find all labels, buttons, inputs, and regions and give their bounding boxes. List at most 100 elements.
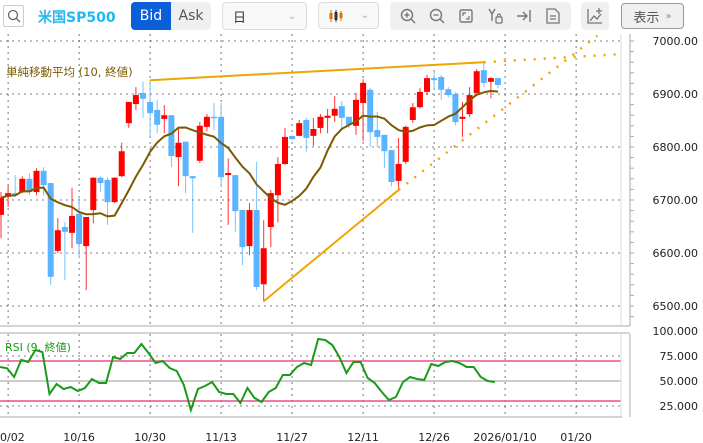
candle-up <box>274 163 281 196</box>
date-tick-label: 2026/01/10 <box>473 431 536 443</box>
candle-up <box>161 115 168 119</box>
candlestick-icon <box>329 9 343 22</box>
candle-down <box>495 78 501 85</box>
ask-button[interactable]: Ask <box>171 2 211 30</box>
y-lock-icon[interactable] <box>482 3 508 29</box>
candle-up <box>175 142 182 158</box>
bid-button[interactable]: Bid <box>131 2 171 30</box>
date-tick-label: 10/30 <box>134 431 166 443</box>
candle-up <box>132 95 139 105</box>
date-tick-label: 12/26 <box>418 431 450 443</box>
sma-line <box>0 89 499 218</box>
candle-up <box>317 116 324 128</box>
candle-up <box>324 115 331 118</box>
candle-down <box>374 130 381 137</box>
candle-down <box>253 210 260 287</box>
price-tick-label: 7000.00 <box>653 35 699 48</box>
candle-down <box>445 89 452 96</box>
price-tick-label: 6800.00 <box>653 141 699 154</box>
candle-up <box>33 170 40 193</box>
candle-up <box>473 71 480 93</box>
rsi-tick-label: 50.000 <box>660 375 699 388</box>
toolbar: 米国SP500 Bid Ask 日 ⌄ ⌄ 表示 » <box>0 0 703 32</box>
candle-down <box>97 177 104 184</box>
fit-icon[interactable] <box>453 3 479 29</box>
candle-down <box>189 176 196 179</box>
price-chart[interactable]: 単純移動平均 (10, 終値) 7000.00 6900.00 6800.00 670… <box>0 32 703 443</box>
candle-down <box>154 109 161 125</box>
candle-up <box>196 125 203 161</box>
candle-down <box>338 106 345 118</box>
candle-down <box>381 134 388 152</box>
candle-down <box>438 77 445 90</box>
candle-up <box>19 178 26 193</box>
candle-down <box>211 116 217 119</box>
candle-down <box>431 78 438 81</box>
price-tick-label: 6900.00 <box>653 88 699 101</box>
trendline-extension <box>483 53 619 64</box>
candle-down <box>218 116 225 178</box>
rsi-tick-label: 25.000 <box>660 400 699 413</box>
candle-up <box>111 177 118 203</box>
indicator-button[interactable] <box>581 2 609 30</box>
candle-down <box>140 92 146 99</box>
double-chevron-down-icon: » <box>665 10 672 22</box>
report-icon[interactable] <box>540 3 566 29</box>
rsi-label: RSI (9, 終値) <box>5 340 71 354</box>
candle-down <box>104 179 111 203</box>
candle-down <box>40 170 47 186</box>
rsi-tick-label: 75.000 <box>660 350 699 363</box>
price-tick-label: 6500.00 <box>653 300 699 313</box>
candle-up <box>409 107 416 120</box>
candle-down <box>12 193 19 196</box>
symbol-name[interactable]: 米国SP500 <box>38 10 116 26</box>
candle-up <box>424 78 430 92</box>
candle-down <box>76 213 83 244</box>
date-tick-label: 11/13 <box>205 431 237 443</box>
candle-up <box>296 123 303 136</box>
chevron-down-icon: ⌄ <box>360 10 369 21</box>
candle-up <box>331 108 338 116</box>
candle-up <box>0 197 4 215</box>
candle-down <box>239 210 246 248</box>
display-label: 表示 <box>633 10 660 26</box>
price-tick-label: 6700.00 <box>653 194 699 207</box>
candle-up <box>225 172 232 176</box>
jump-latest-icon[interactable] <box>511 3 537 29</box>
timeframe-value: 日 <box>233 10 247 26</box>
add-indicator-icon <box>587 8 602 24</box>
rsi-line <box>0 337 496 414</box>
candle-up <box>260 248 267 285</box>
candle-up <box>416 91 423 108</box>
date-tick-label: 0/02 <box>0 431 25 443</box>
display-menu-button[interactable]: 表示 » <box>621 3 684 29</box>
candle-up <box>402 126 409 162</box>
candle-up <box>69 215 75 233</box>
candle-up <box>360 82 367 104</box>
chart-type-select[interactable]: ⌄ <box>318 2 379 29</box>
candle-up <box>353 99 359 126</box>
candle-up <box>459 116 466 119</box>
trendline <box>263 189 400 303</box>
candle-up <box>282 136 288 164</box>
tool-group <box>390 2 571 30</box>
candle-down <box>61 227 68 232</box>
rsi-tick-label: 100.000 <box>653 325 699 338</box>
zoom-out-icon[interactable] <box>424 3 450 29</box>
search-icon <box>7 9 20 23</box>
timeframe-select[interactable]: 日 ⌄ <box>222 2 307 30</box>
date-tick-label: 11/27 <box>276 431 308 443</box>
date-tick-label: 12/11 <box>347 431 379 443</box>
date-tick-label: 01/20 <box>560 431 592 443</box>
candle-down <box>47 183 54 277</box>
sma-label: 単純移動平均 (10, 終値) <box>6 65 133 79</box>
candle-up <box>83 216 90 247</box>
candle-up <box>310 128 317 136</box>
chevron-down-icon: ⌄ <box>287 10 296 22</box>
candle-down <box>303 119 310 138</box>
search-button[interactable] <box>3 5 24 27</box>
trendline <box>150 61 484 82</box>
candle-down <box>388 150 395 182</box>
zoom-in-icon[interactable] <box>395 3 421 29</box>
candle-down <box>147 101 154 114</box>
